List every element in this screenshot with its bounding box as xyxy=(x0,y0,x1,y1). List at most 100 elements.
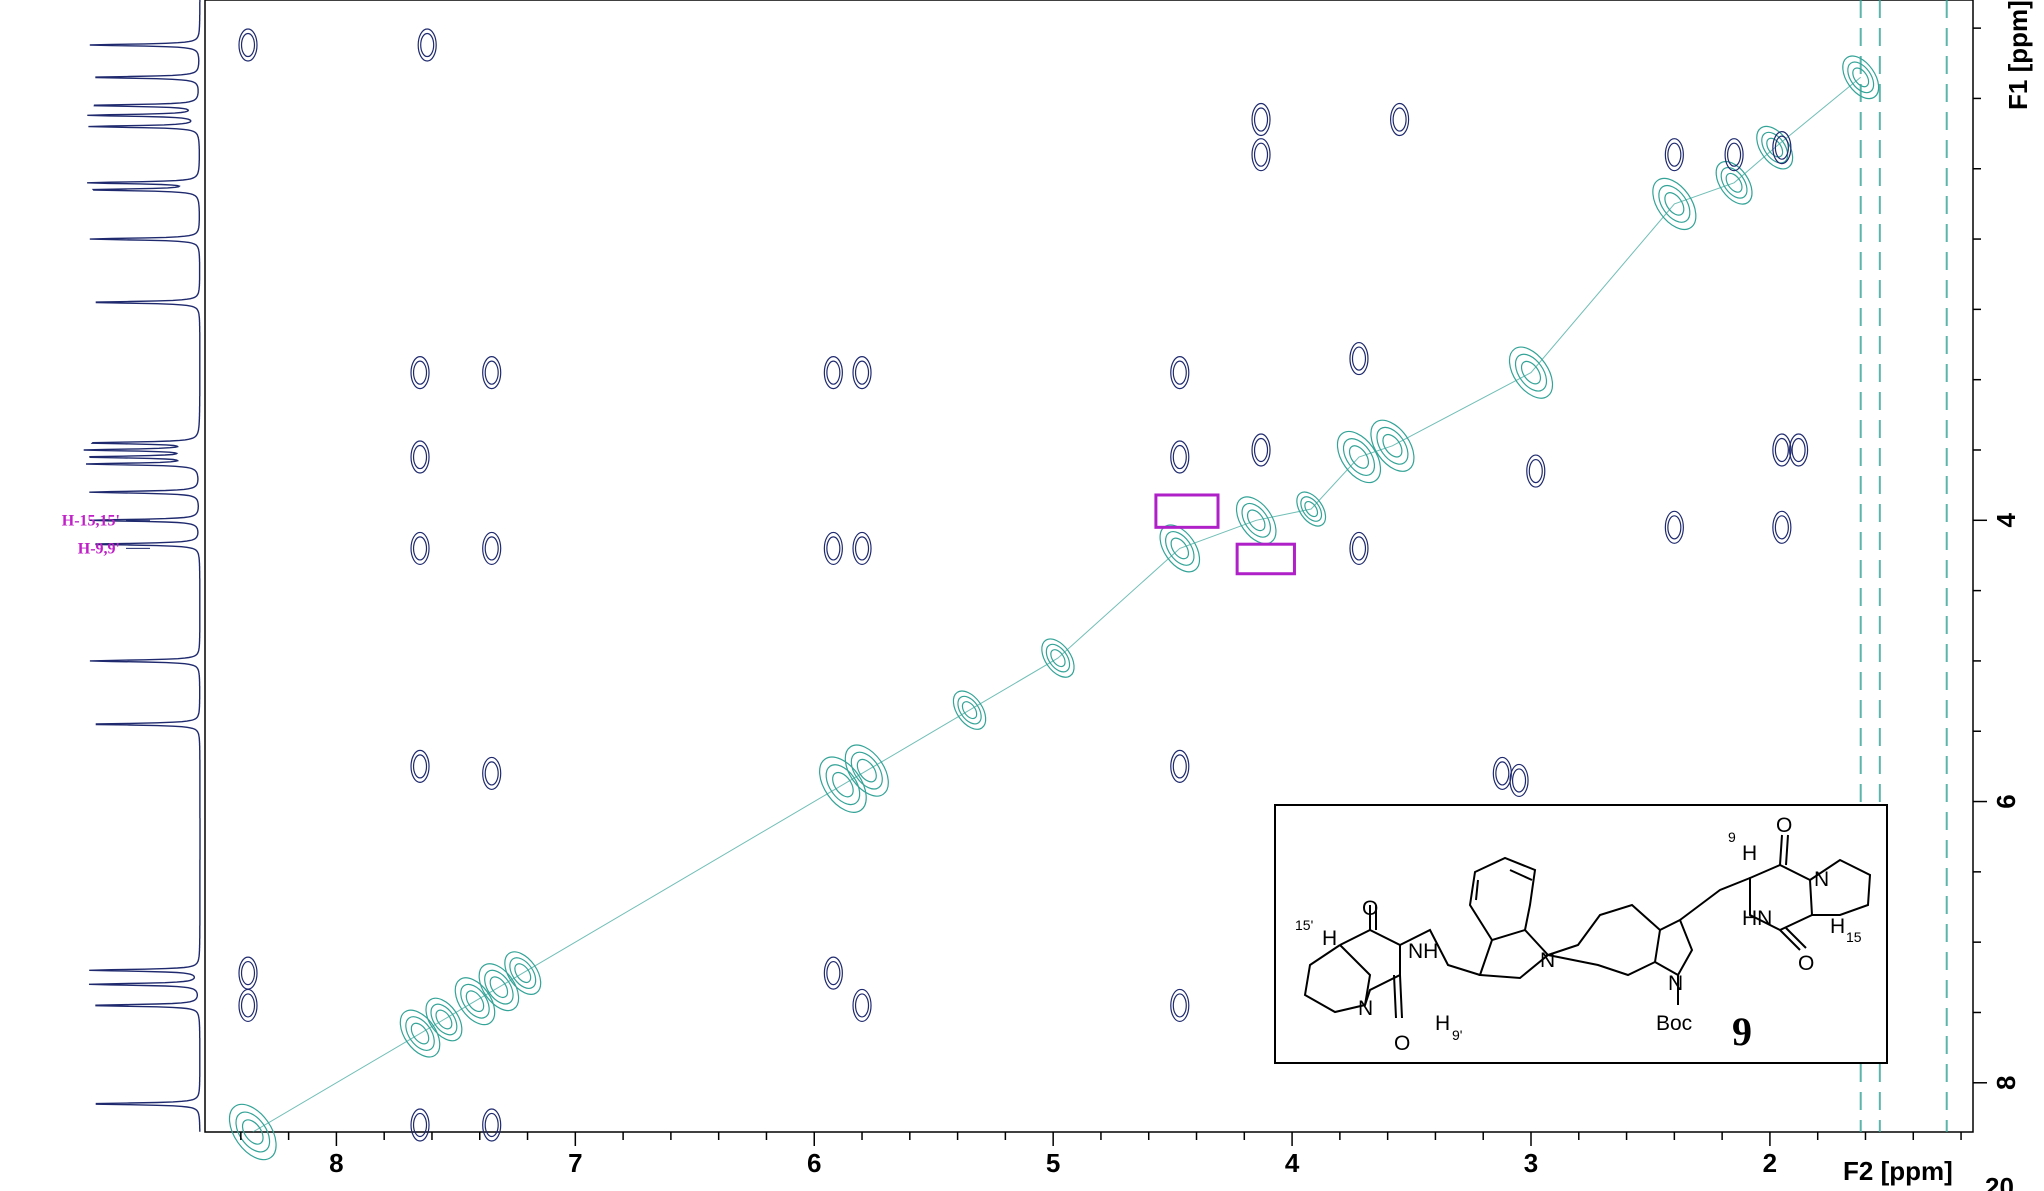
contour-level xyxy=(489,976,509,999)
cross-peak xyxy=(1349,531,1369,566)
contour-level xyxy=(1788,433,1809,467)
assignment-label: H-9,9' xyxy=(78,540,120,557)
cross-peak xyxy=(1509,763,1529,798)
contour-level xyxy=(460,983,490,1019)
contour-level xyxy=(1251,138,1271,172)
contour-level xyxy=(844,744,889,797)
contour-peaks xyxy=(228,0,1948,1161)
contour-level xyxy=(1772,510,1792,544)
contour-level xyxy=(482,531,502,566)
contour-level xyxy=(826,536,841,561)
contour-level xyxy=(1842,55,1880,100)
contour-level xyxy=(1170,537,1190,560)
contour-level xyxy=(240,993,256,1018)
contour-level xyxy=(425,997,463,1042)
contour-level xyxy=(1351,346,1367,371)
contour-level xyxy=(1348,445,1370,469)
contour-level xyxy=(852,531,872,566)
cross-peak xyxy=(852,356,872,390)
cross-peak xyxy=(238,28,258,62)
contour-level xyxy=(1774,437,1789,463)
cross-peak xyxy=(1251,433,1271,467)
diagonal-peak xyxy=(1235,496,1277,545)
contour-level xyxy=(410,531,430,566)
cross-peak xyxy=(238,956,258,990)
contour-level xyxy=(465,990,485,1013)
contour-level xyxy=(1349,341,1369,376)
contour-level xyxy=(484,969,514,1005)
cross-peak xyxy=(1170,749,1190,783)
cross-peak xyxy=(1251,102,1271,137)
contour-level xyxy=(482,356,502,390)
assignment-label: H-15,15' xyxy=(62,512,120,529)
contour-level xyxy=(1791,437,1806,463)
x-tick-label: 2 xyxy=(1763,1148,1777,1178)
contour-level xyxy=(826,360,841,385)
contour-level xyxy=(1528,458,1543,484)
contour-level xyxy=(241,1119,264,1145)
contour-level xyxy=(484,360,499,385)
cross-peak xyxy=(482,356,502,390)
contour-level xyxy=(509,957,537,989)
struct-nh-left: NH xyxy=(1408,940,1438,963)
f1-projection-spectrum xyxy=(83,0,201,1132)
contour-level xyxy=(484,536,499,561)
cross-peak xyxy=(1349,341,1369,376)
contour-level xyxy=(952,690,987,730)
contour-level xyxy=(1300,496,1323,522)
corner-text: 20 xyxy=(1985,1172,2014,1191)
struct-n-1: N xyxy=(1358,997,1373,1020)
diagonal-peak xyxy=(454,977,496,1026)
contour-level xyxy=(1382,433,1403,458)
contour-level xyxy=(961,701,978,720)
contour-level xyxy=(852,356,872,390)
contour-level xyxy=(417,28,437,62)
diagonal-peak xyxy=(1370,419,1415,472)
contour-level xyxy=(484,1112,499,1138)
diagonal-peak xyxy=(952,690,987,730)
contour-level xyxy=(819,756,867,813)
struct-h-15p: H xyxy=(1322,927,1337,950)
contour-level xyxy=(514,963,532,984)
x-tick-label: 4 xyxy=(1285,1148,1300,1178)
projection-trace xyxy=(83,0,201,1132)
contour-level xyxy=(1253,107,1269,132)
diagonal-ridge xyxy=(252,76,1862,1133)
struct-o-1: O xyxy=(1362,897,1378,920)
contour-level xyxy=(1392,107,1407,132)
cross-peak xyxy=(823,356,843,390)
contour-level xyxy=(238,988,258,1023)
diagonal-peak xyxy=(504,951,542,995)
contour-level xyxy=(1172,444,1187,470)
contour-level xyxy=(832,771,854,798)
y-axis: 4 6 8 xyxy=(1973,27,2021,1090)
contour-level xyxy=(412,444,428,470)
contour-level xyxy=(854,993,870,1018)
x-tick-label: 7 xyxy=(568,1148,582,1178)
contour-level xyxy=(1664,138,1684,172)
struct-n-indole-1: N xyxy=(1540,949,1555,972)
diagonal-peak xyxy=(399,1009,441,1058)
highlight-box xyxy=(1154,493,1220,529)
contour-level xyxy=(484,761,499,786)
contour-level xyxy=(823,356,843,390)
cross-peak xyxy=(852,988,872,1023)
contour-level xyxy=(1852,67,1870,88)
struct-boc: Boc xyxy=(1656,1012,1692,1035)
x-tick-label: 8 xyxy=(329,1148,343,1178)
cross-peak xyxy=(410,440,430,474)
diagonal-peak xyxy=(1296,491,1327,527)
contour-level xyxy=(410,1022,430,1045)
struct-label-15: 15 xyxy=(1846,929,1862,945)
contour-level xyxy=(1727,142,1742,167)
cross-peak xyxy=(1664,510,1684,544)
diagonal-peak xyxy=(1336,430,1382,484)
struct-label-9p: 9' xyxy=(1452,1027,1462,1043)
contour-level xyxy=(856,758,877,783)
struct-h-9p: H xyxy=(1435,1012,1450,1035)
cross-peak xyxy=(1170,440,1190,474)
contour-level xyxy=(1241,502,1272,538)
contour-level xyxy=(1720,166,1748,199)
contour-level xyxy=(1715,160,1753,205)
contour-level xyxy=(1724,138,1744,172)
